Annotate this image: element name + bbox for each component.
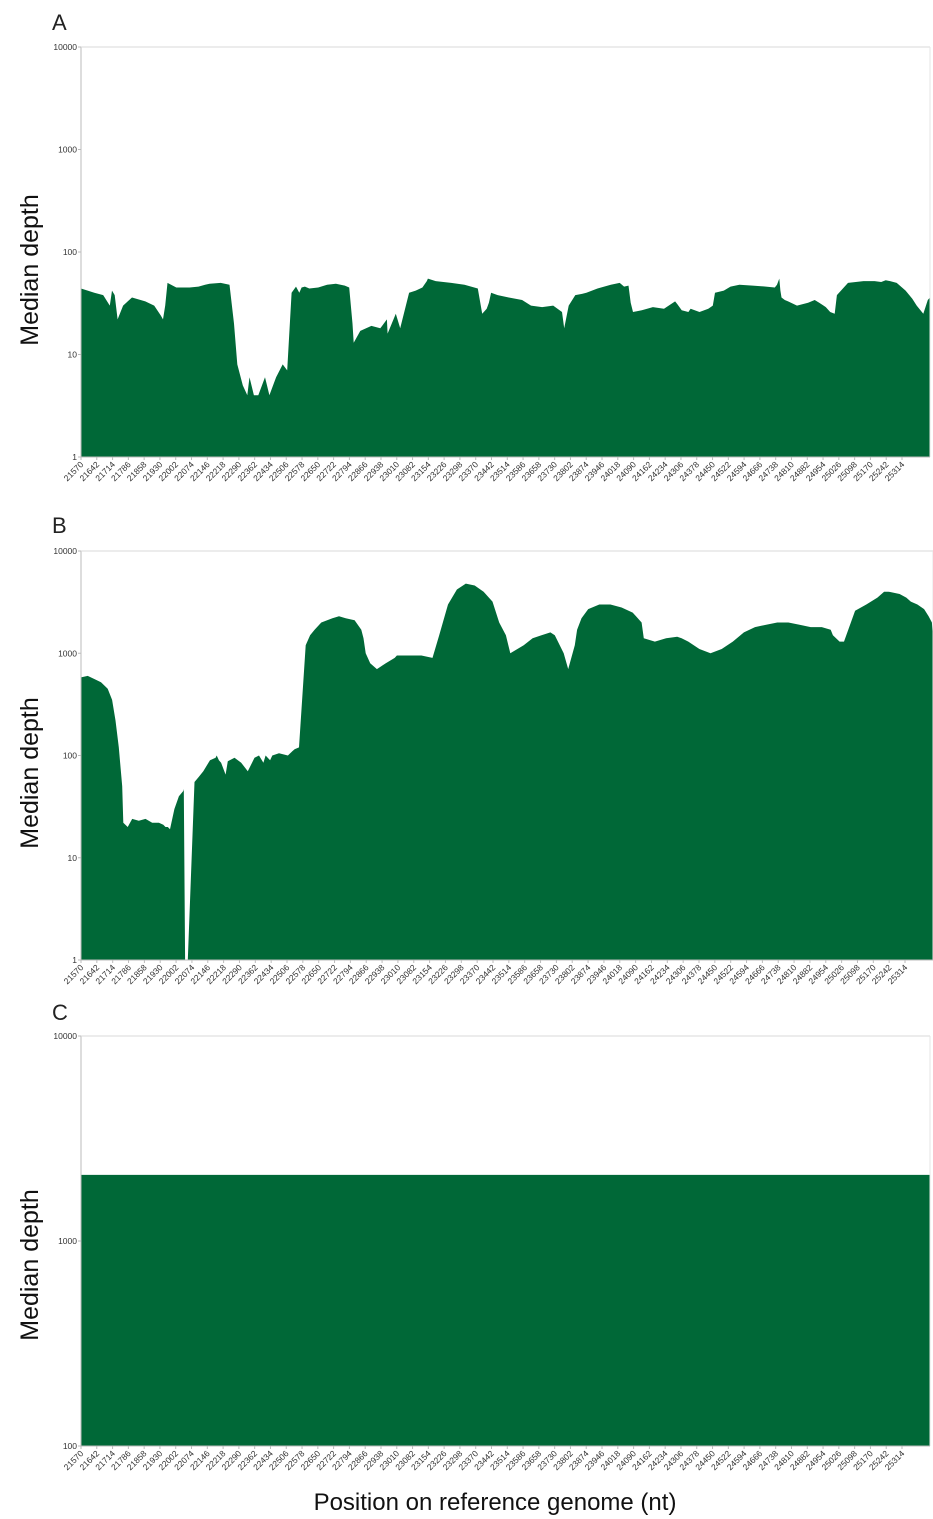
y-tick-label: 10000 (53, 42, 77, 52)
y-tick-label: 1 (72, 452, 77, 462)
y-tick-label: 1 (72, 955, 77, 965)
y-tick-label: 10000 (53, 546, 77, 556)
panel-letter-c: C (52, 1000, 68, 1025)
y-tick-label: 1000 (58, 1236, 77, 1246)
y-tick-label: 10000 (53, 1031, 77, 1041)
depth-area-b (81, 583, 933, 960)
y-tick-label: 100 (63, 247, 77, 257)
x-axis-label: Position on reference genome (nt) (314, 1489, 677, 1516)
y-axis-label-c: Median depth (16, 1189, 44, 1341)
y-tick-label: 100 (63, 1441, 77, 1451)
y-tick-label: 10 (68, 853, 78, 863)
depth-area-c (81, 1174, 930, 1446)
y-tick-label: 100 (63, 751, 77, 761)
y-axis-label-a: Median depth (16, 194, 44, 346)
depth-area-a (81, 278, 930, 457)
panel-letter-a: A (52, 10, 67, 35)
panel-letter-b: B (52, 513, 67, 538)
y-axis-label-b: Median depth (16, 697, 44, 849)
y-tick-label: 1000 (58, 648, 77, 658)
y-tick-label: 1000 (58, 145, 77, 155)
y-tick-label: 10 (68, 350, 78, 360)
